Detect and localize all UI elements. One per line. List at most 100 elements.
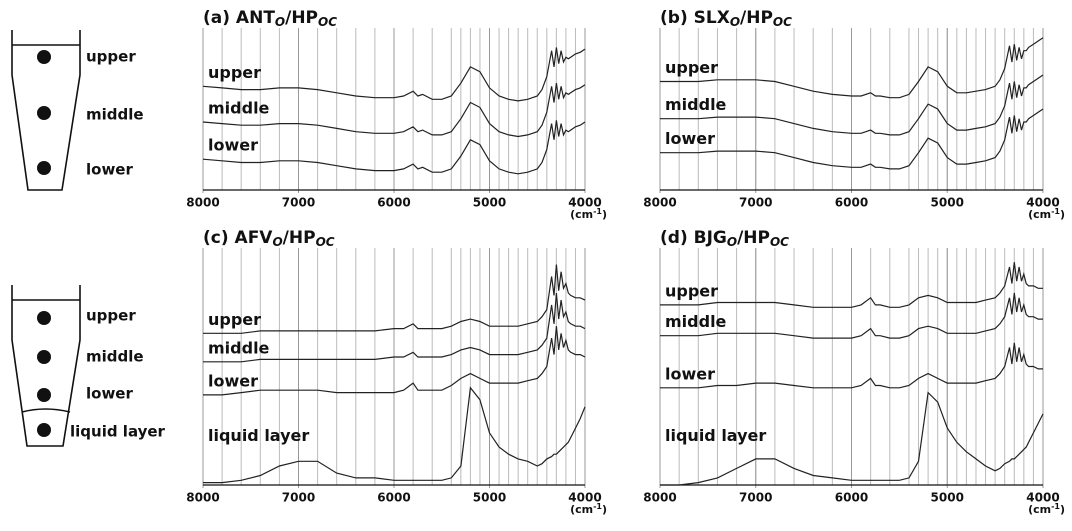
chart-title-part: /HP bbox=[740, 8, 773, 28]
series-label: middle bbox=[665, 95, 727, 114]
spectrum-line bbox=[203, 292, 586, 363]
spectrum-line bbox=[660, 37, 1044, 99]
spectrum-line bbox=[202, 47, 586, 102]
x-tick-label: 7000 bbox=[282, 491, 315, 505]
chart-title-part: O bbox=[272, 235, 282, 249]
sample-dot bbox=[37, 350, 51, 364]
x-axis-label-part: -1 bbox=[1051, 207, 1060, 216]
x-axis-label-part: (cm bbox=[570, 503, 593, 516]
x-axis-label-part: ) bbox=[602, 503, 607, 516]
series-label: upper bbox=[665, 281, 718, 300]
tube-diagram: upper middle lower bbox=[11, 30, 144, 191]
spectrum-line bbox=[660, 74, 1044, 136]
chart-title: (c) AFVO/HPOC bbox=[203, 228, 335, 249]
x-tick-label: 8000 bbox=[186, 196, 219, 210]
x-tick-label: 7000 bbox=[739, 196, 772, 210]
x-tick-label: 7000 bbox=[739, 491, 772, 505]
spectrum-line bbox=[660, 342, 1043, 389]
x-tick-label: 4000 bbox=[568, 196, 601, 210]
position-label: lower bbox=[86, 161, 133, 179]
chart-title-part: /HP bbox=[283, 228, 316, 248]
series-label: middle bbox=[208, 338, 270, 357]
chart-title-part: O bbox=[727, 235, 737, 249]
spectrum-line bbox=[202, 120, 586, 175]
series-label: liquid layer bbox=[665, 426, 766, 445]
tube bbox=[11, 285, 81, 447]
series-label: middle bbox=[665, 312, 727, 331]
x-tick-label: 7000 bbox=[282, 196, 315, 210]
sample-dot bbox=[37, 161, 51, 175]
chart-title-part: (b) SLX bbox=[660, 8, 730, 28]
sample-dot bbox=[37, 311, 51, 325]
x-tick-label: 4000 bbox=[1026, 196, 1059, 210]
x-axis-label-part: (cm bbox=[1028, 208, 1051, 221]
spectrum-line bbox=[660, 391, 1044, 486]
x-tick-label: 4000 bbox=[1026, 491, 1059, 505]
spectrum-line bbox=[203, 386, 586, 484]
tube bbox=[11, 30, 81, 191]
x-tick-label: 5000 bbox=[473, 196, 506, 210]
sample-dot bbox=[37, 50, 51, 64]
series-label: lower bbox=[208, 371, 258, 390]
series-label: lower bbox=[208, 136, 258, 155]
x-tick-label: 8000 bbox=[643, 196, 676, 210]
x-tick-label: 4000 bbox=[568, 491, 601, 505]
x-tick-label: 5000 bbox=[931, 491, 964, 505]
sample-dot bbox=[37, 423, 51, 437]
chart-title-part: (d) BJG bbox=[660, 228, 727, 248]
chart-title-part: (c) AFV bbox=[203, 228, 273, 248]
sample-dot bbox=[37, 388, 51, 402]
position-label: middle bbox=[86, 106, 144, 124]
x-axis-label-part: (cm bbox=[1028, 503, 1051, 516]
spectrum-line bbox=[660, 108, 1044, 170]
chart-title-part: /HP bbox=[737, 228, 770, 248]
x-axis-label-part: ) bbox=[602, 208, 607, 221]
spectrum-line bbox=[660, 292, 1043, 339]
position-label: upper bbox=[86, 307, 136, 325]
chart-title-part: OC bbox=[316, 235, 335, 249]
series-label: upper bbox=[665, 58, 718, 77]
chart-title-part: /HP bbox=[285, 8, 318, 28]
position-label: liquid layer bbox=[70, 423, 166, 441]
x-axis-label-part: -1 bbox=[1051, 502, 1060, 511]
x-axis-label: (cm-1) bbox=[570, 502, 607, 517]
x-axis-label: (cm-1) bbox=[570, 207, 607, 222]
chart-panel: 8000 7000 6000 5000 4000(cm-1) (d) BJGO/HPOC u… bbox=[643, 228, 1065, 516]
x-tick-label: 6000 bbox=[377, 491, 410, 505]
position-label: upper bbox=[86, 48, 136, 66]
series-label: upper bbox=[208, 63, 261, 82]
chart-title: (b) SLXO/HPOC bbox=[660, 8, 792, 29]
x-tick-label: 6000 bbox=[835, 491, 868, 505]
x-axis-label-part: ) bbox=[1060, 503, 1065, 516]
position-label: middle bbox=[86, 348, 144, 366]
x-axis-label: (cm-1) bbox=[1028, 502, 1065, 517]
series-label: lower bbox=[665, 129, 715, 148]
x-axis-label-part: ) bbox=[1060, 208, 1065, 221]
spectrum-line bbox=[203, 326, 586, 396]
chart-title-part: OC bbox=[773, 15, 792, 29]
chart-panel: 8000 7000 6000 5000 4000(cm-1) (c) AFVO/HPOC u… bbox=[186, 228, 607, 516]
x-axis-label-part: -1 bbox=[593, 502, 602, 511]
x-tick-label: 6000 bbox=[377, 196, 410, 210]
chart-panel: 8000 7000 6000 5000 4000(cm-1) (b) SLXO/HPOC u… bbox=[643, 8, 1065, 221]
x-axis-label: (cm-1) bbox=[1028, 207, 1065, 222]
spectrum-line bbox=[660, 262, 1043, 308]
chart-title-part: OC bbox=[318, 15, 337, 29]
x-axis-label-part: (cm bbox=[570, 208, 593, 221]
series-label: liquid layer bbox=[208, 426, 309, 445]
chart-title-part: (a) ANT bbox=[203, 8, 275, 28]
x-tick-label: 8000 bbox=[186, 491, 219, 505]
chart-panel: 8000 7000 6000 5000 4000(cm-1) (a) ANTO/HPOC u… bbox=[186, 8, 607, 221]
chart-title-part: O bbox=[275, 15, 285, 29]
x-tick-label: 5000 bbox=[473, 491, 506, 505]
x-tick-label: 8000 bbox=[643, 491, 676, 505]
x-tick-label: 6000 bbox=[835, 196, 868, 210]
x-axis-label-part: -1 bbox=[593, 207, 602, 216]
series-label: lower bbox=[665, 364, 715, 383]
spectrum-line bbox=[202, 83, 586, 138]
sample-dot bbox=[37, 106, 51, 120]
tube-diagram: upper middle lower liquid layer bbox=[11, 285, 166, 447]
chart-title-part: O bbox=[730, 15, 740, 29]
position-label: lower bbox=[86, 385, 133, 403]
